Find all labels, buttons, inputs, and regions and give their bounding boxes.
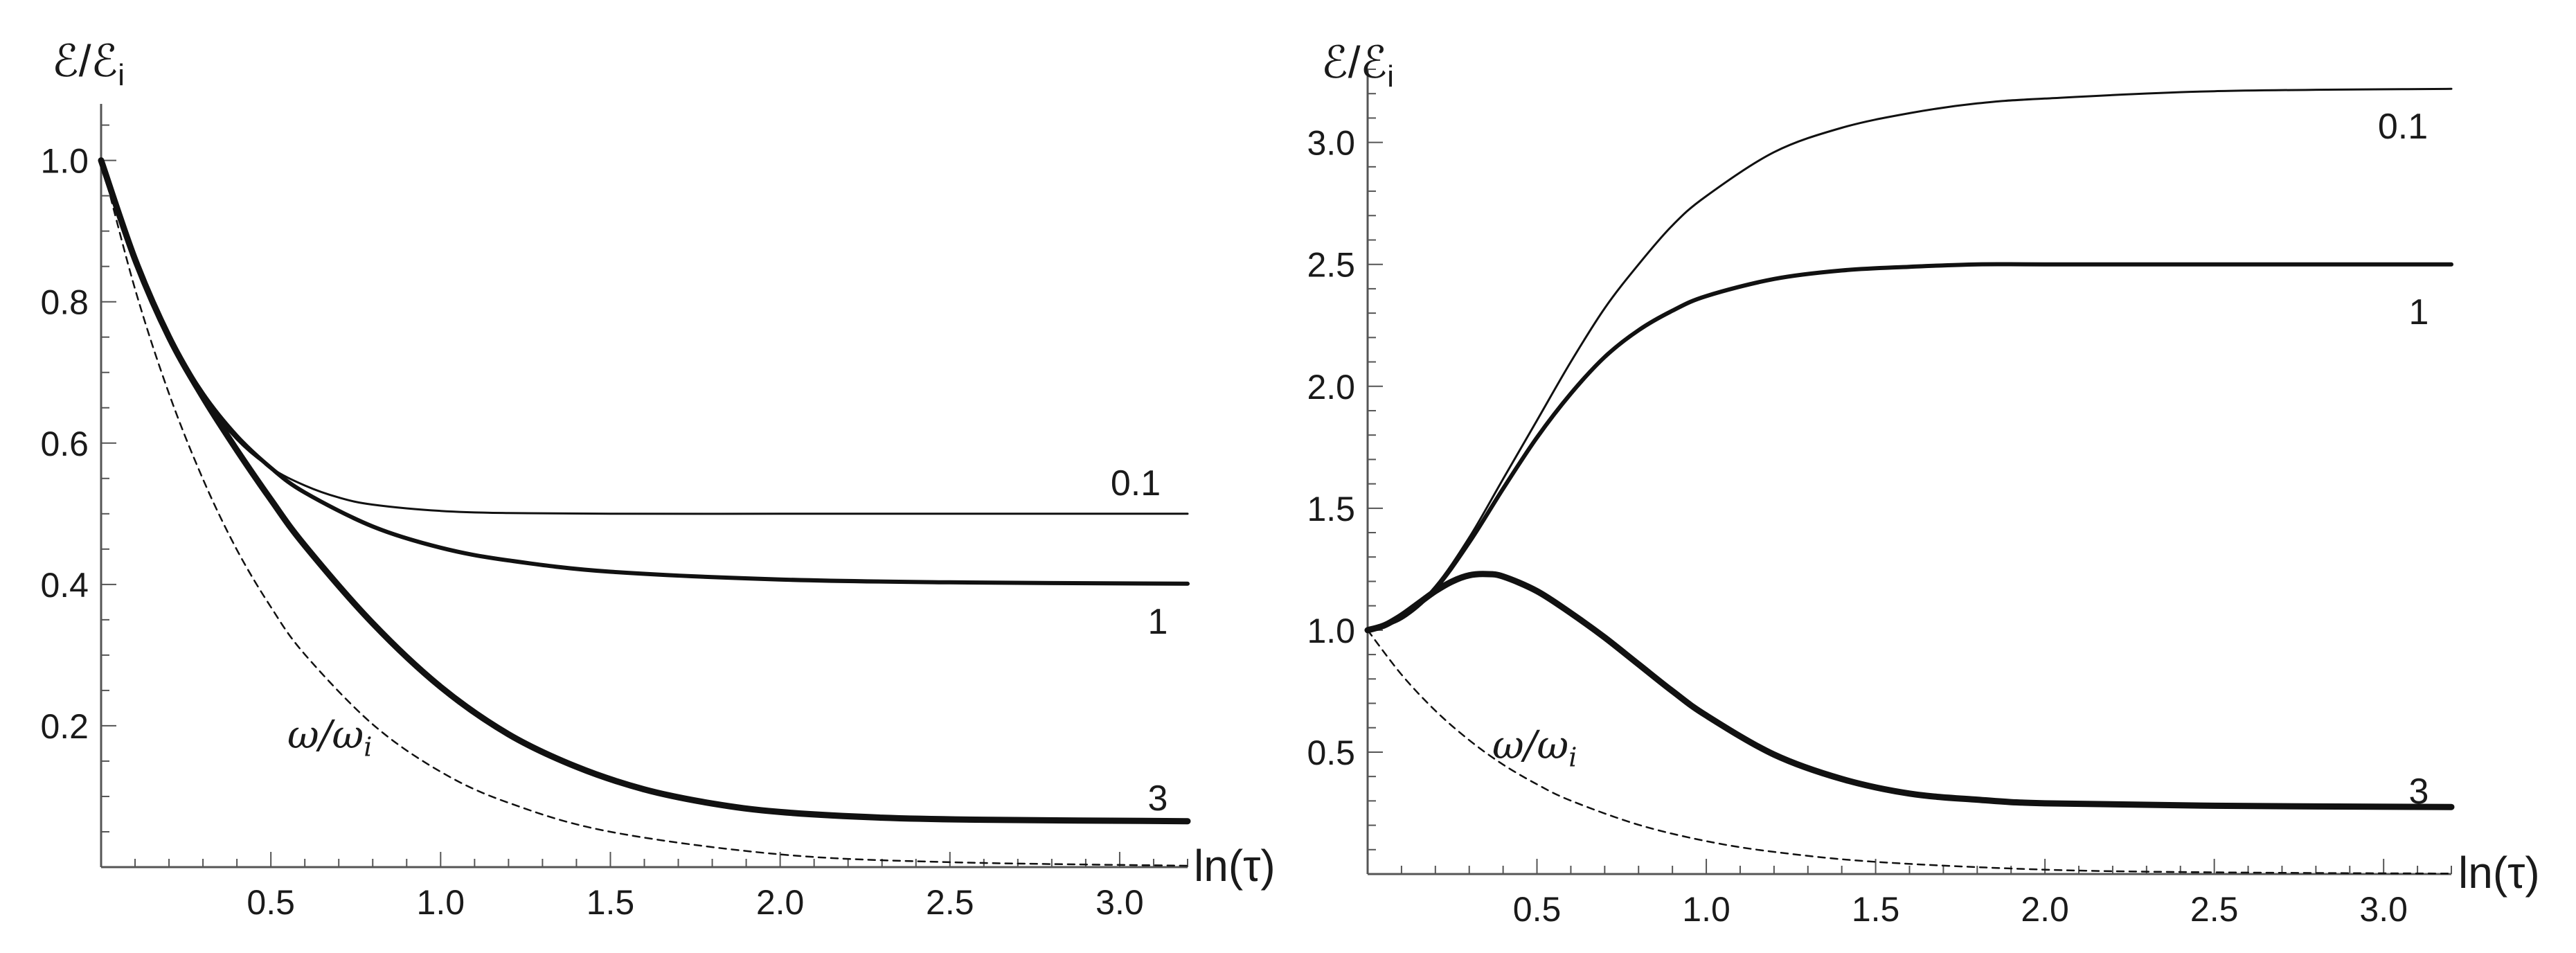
left-x-tick-label: 2.0 xyxy=(756,883,805,922)
right-x-tick-label: 2.5 xyxy=(2190,890,2239,929)
left-y-axis-title-main: ℰ/ℰ xyxy=(52,36,118,86)
left-y-tick-label: 1.0 xyxy=(40,142,89,181)
right-y-tick-label: 2.5 xyxy=(1307,246,1355,285)
left-series-omega-ratio-label: ω/ωi xyxy=(287,713,372,762)
left-y-axis-title: ℰ/ℰi xyxy=(52,36,125,92)
left-x-tick-label: 1.0 xyxy=(417,883,465,922)
right-series-3-line xyxy=(1364,571,2455,810)
left-series-1-line xyxy=(99,158,1190,586)
left-x-tick-label: 0.5 xyxy=(247,883,295,922)
left-x-tick-label: 1.5 xyxy=(587,883,635,922)
left-y-tick-label: 0.8 xyxy=(40,283,89,322)
right-y-tick-label: 2.0 xyxy=(1307,368,1355,407)
right-series-omega-ratio-line xyxy=(1366,629,2453,875)
left-x-tick-label: 3.0 xyxy=(1095,883,1144,922)
left-x-tick-label: 2.5 xyxy=(926,883,974,922)
right-series-omega-ratio-label-main: ω/ω xyxy=(1492,723,1568,768)
right-y-tick-label: 1.5 xyxy=(1307,490,1355,528)
left-series-omega-ratio-label-sub: i xyxy=(364,731,372,762)
right-series-1-line xyxy=(1366,262,2453,632)
right-x-tick-label: 0.5 xyxy=(1513,890,1562,929)
left-y-tick-label: 0.2 xyxy=(40,707,89,746)
right-y-axis-title-sub: i xyxy=(1387,60,1394,93)
left-series-3-label: 3 xyxy=(1148,778,1168,819)
right-x-tick-label: 2.0 xyxy=(2021,890,2069,929)
left-series-omega-ratio-line xyxy=(100,159,1189,867)
left-y-axis-title-sub: i xyxy=(118,59,125,92)
right-x-axis-title: ln(τ) xyxy=(2458,848,2540,898)
left-y-tick-label: 0.6 xyxy=(40,425,89,463)
left-x-axis-title: ln(τ) xyxy=(1194,841,1276,891)
left-series-0-1-label: 0.1 xyxy=(1111,463,1161,504)
left-series-3-line xyxy=(98,157,1191,825)
right-series-0-1-label: 0.1 xyxy=(2378,107,2428,147)
right-x-tick-label: 3.0 xyxy=(2359,890,2408,929)
right-y-axis-title: ℰ/ℰi xyxy=(1321,37,1394,93)
right-series-1-label: 1 xyxy=(2409,292,2429,332)
right-y-axis-title-main: ℰ/ℰ xyxy=(1321,37,1387,87)
left-series-omega-ratio-label-main: ω/ω xyxy=(287,713,364,758)
right-y-tick-label: 3.0 xyxy=(1307,124,1355,163)
right-x-tick-label: 1.0 xyxy=(1682,890,1730,929)
left-energy-chart: 0.5 1.0 1.5 2.0 2.5 3.00.20.40.60.81.0ℰ/ℰiln(… xyxy=(40,36,1276,922)
right-x-tick-label: 1.5 xyxy=(1852,890,1900,929)
right-y-tick-label: 1.0 xyxy=(1307,612,1355,650)
left-series-1-label: 1 xyxy=(1148,602,1168,642)
right-y-tick-label: 0.5 xyxy=(1307,733,1355,772)
right-series-omega-ratio-label-sub: i xyxy=(1568,742,1577,772)
left-y-tick-label: 0.4 xyxy=(40,566,89,605)
right-series-0-1-line xyxy=(1366,87,2453,632)
right-series-omega-ratio-label: ω/ωi xyxy=(1492,723,1577,772)
right-series-3-label: 3 xyxy=(2409,772,2429,812)
right-energy-chart: 0.5 1.0 1.5 2.0 2.5 3.00.51.01.52.02.53.0ℰ/ℰi… xyxy=(1307,37,2540,929)
